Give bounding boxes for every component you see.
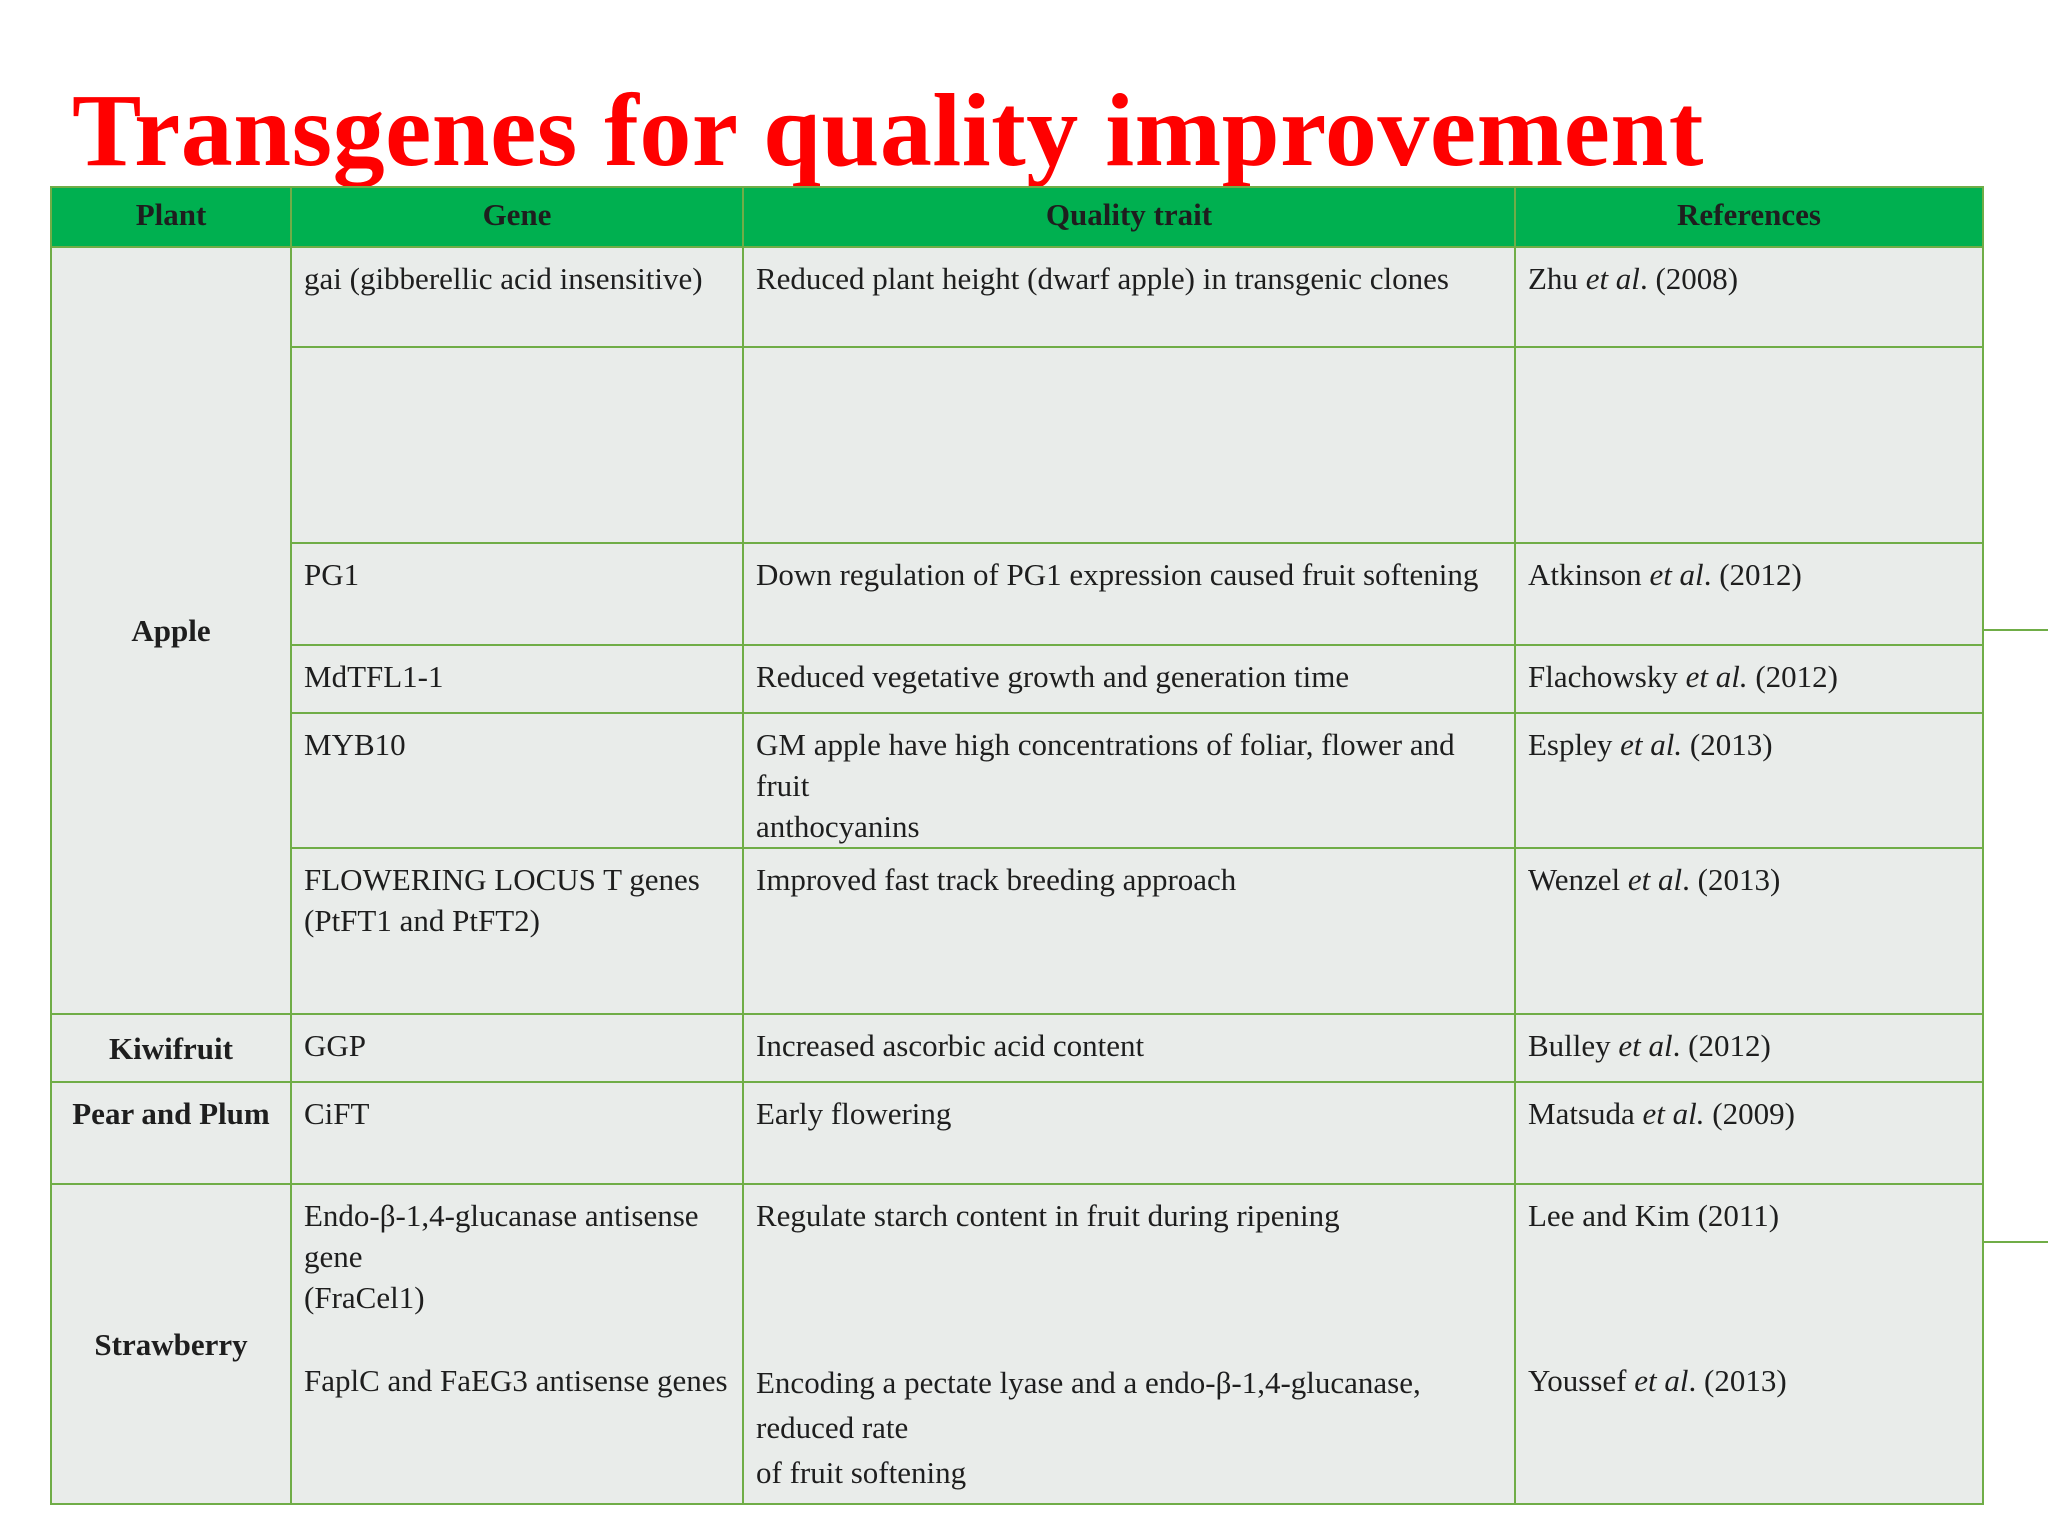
trait-cell: GM apple have high concentrations of fol…: [742, 712, 1516, 849]
reference-cell: Zhu et al. (2008): [1514, 246, 1984, 348]
table-row: Strawberry Endo-β-1,4-glucanase antisens…: [50, 1183, 1984, 1505]
reference-cell: Matsuda et al. (2009): [1514, 1081, 1984, 1185]
trait-cell: Reduced vegetative growth and generation…: [742, 644, 1516, 714]
plant-cell-apple: Apple: [50, 246, 292, 1015]
reference-cell: [1514, 346, 1984, 544]
plant-cell-pear-and-plum: Pear and Plum: [50, 1081, 292, 1185]
table-row: MdTFL1-1 Reduced vegetative growth and g…: [51, 644, 1984, 714]
table-row: MYB10 GM apple have high concentrations …: [51, 712, 1984, 849]
gene-cell: GGP: [290, 1013, 744, 1083]
reference-cell: Atkinson et al. (2012): [1514, 542, 1984, 646]
reference-cell: Flachowsky et al. (2012): [1514, 644, 1984, 714]
reference-cell: Bulley et al. (2012): [1514, 1013, 1984, 1083]
trait-cell: Down regulation of PG1 expression caused…: [742, 542, 1516, 646]
gene-cell: Endo-β-1,4-glucanase antisense gene (Fra…: [290, 1183, 744, 1505]
header-gene: Gene: [290, 186, 744, 248]
slide-title: Transgenes for quality improvement: [72, 73, 1704, 188]
gene-cell: FLOWERING LOCUS T genes (PtFT1 and PtFT2…: [290, 847, 744, 1015]
trait-cell: [742, 346, 1516, 544]
gene-cell: MYB10: [290, 712, 744, 849]
decorative-line-upper: [1982, 629, 2048, 631]
header-references: References: [1514, 186, 1984, 248]
reference-cell: Espley et al. (2013): [1514, 712, 1984, 849]
trait-cell: Reduced plant height (dwarf apple) in tr…: [742, 246, 1516, 348]
table-row: Kiwifruit GGP Increased ascorbic acid co…: [50, 1013, 1984, 1083]
table-row: Pear and Plum CiFT Early flowering Matsu…: [50, 1081, 1984, 1185]
trait-cell: Regulate starch content in fruit during …: [742, 1183, 1516, 1505]
header-plant: Plant: [50, 186, 292, 248]
decorative-line-lower: [1982, 1241, 2048, 1243]
trait-cell: Improved fast track breeding approach: [742, 847, 1516, 1015]
table-row: Apple gai (gibberellic acid insensitive)…: [50, 246, 1984, 1015]
trait-cell: Increased ascorbic acid content: [742, 1013, 1516, 1083]
gene-cell: PG1: [290, 542, 744, 646]
reference-cell: Lee and Kim (2011) Youssef et al. (2013): [1514, 1183, 1984, 1505]
gene-cell: gai (gibberellic acid insensitive): [290, 246, 744, 348]
plant-cell-kiwifruit: Kiwifruit: [50, 1013, 292, 1083]
table-row-empty: [51, 346, 1984, 544]
gene-cell: [290, 346, 744, 544]
table-row: FLOWERING LOCUS T genes (PtFT1 and PtFT2…: [51, 847, 1984, 1015]
trait-cell: Early flowering: [742, 1081, 1516, 1185]
reference-cell: Wenzel et al. (2013): [1514, 847, 1984, 1015]
header-quality-trait: Quality trait: [742, 186, 1516, 248]
plant-cell-strawberry: Strawberry: [50, 1183, 292, 1505]
table-header-row: Plant Gene Quality trait References: [50, 186, 1984, 248]
transgenes-table: Plant Gene Quality trait References Appl…: [50, 186, 1984, 1505]
gene-cell: MdTFL1-1: [290, 644, 744, 714]
gene-cell: CiFT: [290, 1081, 744, 1185]
table-row: PG1 Down regulation of PG1 expression ca…: [51, 542, 1984, 646]
